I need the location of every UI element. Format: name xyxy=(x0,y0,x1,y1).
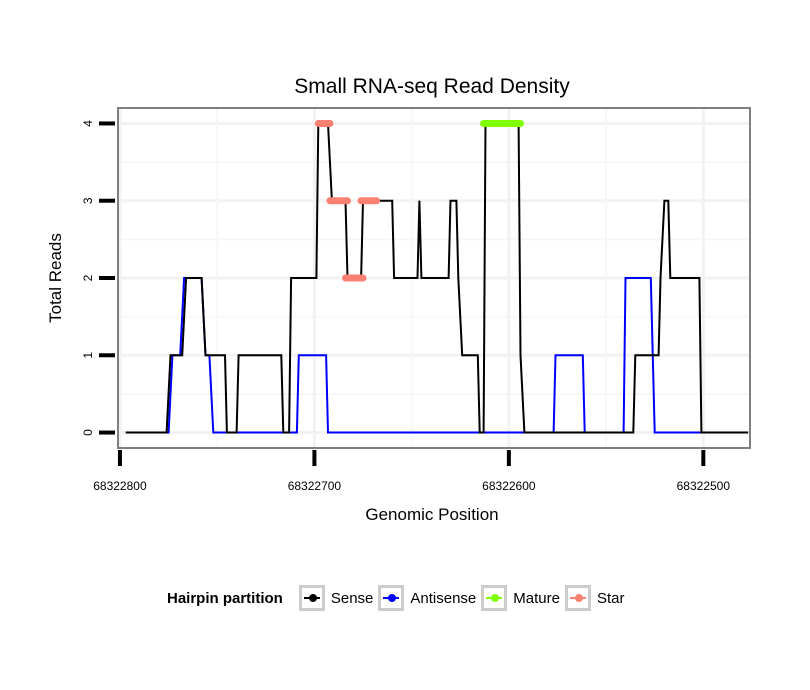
plot-panel-border xyxy=(117,107,751,449)
y-tick-label: 3 xyxy=(81,197,95,204)
legend-key-star xyxy=(564,585,591,611)
legend-key-mature xyxy=(481,585,508,611)
y-axis-title: Total Reads xyxy=(46,233,65,323)
x-tick-label: 68322600 xyxy=(482,479,536,493)
y-tick-label: 4 xyxy=(81,120,95,127)
legend-item-mature: Mature xyxy=(481,585,560,611)
legend-item-antisense: Antisense xyxy=(378,585,476,611)
y-tick-label: 2 xyxy=(81,274,95,281)
x-tick-label: 68322700 xyxy=(288,479,342,493)
series-line-antisense xyxy=(125,277,749,434)
series-line-sense xyxy=(125,122,749,434)
legend-label-antisense: Antisense xyxy=(410,589,477,607)
legend-item-sense: Sense xyxy=(298,585,374,611)
legend: Hairpin partition Sense Antisense Mature… xyxy=(167,580,629,616)
x-axis-title: Genomic Position xyxy=(365,505,498,524)
legend-key-antisense xyxy=(378,585,405,611)
legend-title: Hairpin partition xyxy=(167,589,283,607)
y-tick-label: 0 xyxy=(81,429,95,436)
legend-label-sense: Sense xyxy=(330,589,374,607)
legend-label-star: Star xyxy=(596,589,625,607)
legend-label-mature: Mature xyxy=(513,589,560,607)
x-tick-label: 68322500 xyxy=(677,479,731,493)
legend-key-sense xyxy=(298,585,325,611)
legend-item-star: Star xyxy=(564,585,625,611)
chart-title: Small RNA-seq Read Density xyxy=(294,75,570,98)
y-tick-label: 1 xyxy=(81,352,95,359)
x-tick-label: 68322800 xyxy=(93,479,147,493)
